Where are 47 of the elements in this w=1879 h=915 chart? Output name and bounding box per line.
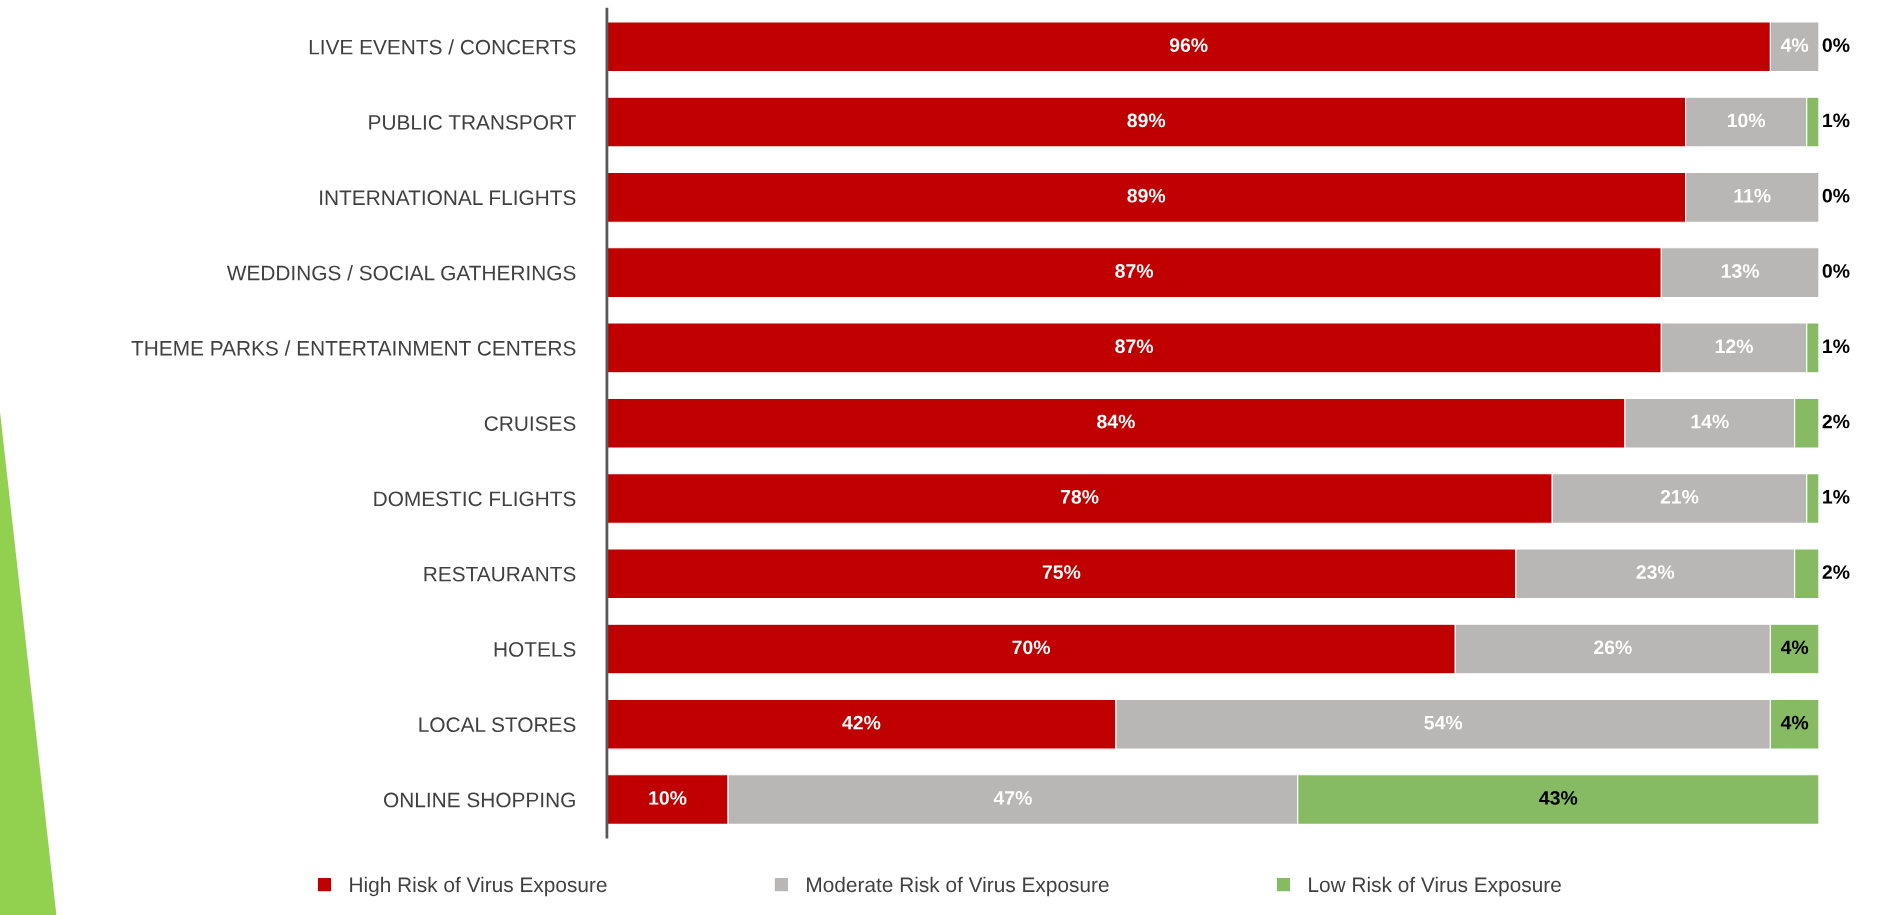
data-label: 4% <box>1780 38 1809 52</box>
y-tick-label: LIVE EVENTS / CONCERTS <box>309 39 576 55</box>
data-label: 26% <box>1594 640 1632 655</box>
data-label: 4% <box>1780 640 1809 655</box>
data-label: 1% <box>1823 339 1850 354</box>
data-label: 89% <box>1127 113 1166 128</box>
data-label: 1% <box>1823 489 1850 504</box>
data-label: 10% <box>649 791 687 805</box>
data-label: 84% <box>1097 414 1135 429</box>
y-tick-label: HOTELS <box>494 642 576 657</box>
data-label: 89% <box>1127 188 1166 203</box>
data-label: 11% <box>1734 188 1771 203</box>
y-tick-label: WEDDINGS / SOCIAL GATHERINGS <box>226 265 576 281</box>
y-tick-label: RESTAURANTS <box>424 566 576 582</box>
data-label: 21% <box>1660 489 1699 504</box>
y-tick-label: ONLINE SHOPPING <box>384 792 575 808</box>
data-label: 47% <box>993 791 1032 805</box>
data-label: 4% <box>1780 715 1809 730</box>
data-label: 2% <box>1822 565 1850 579</box>
data-label: 75% <box>1042 565 1081 579</box>
data-label: 0% <box>1822 188 1850 203</box>
y-tick-label: THEME PARKS / ENTERTAINMENT CENTERS <box>131 340 576 356</box>
data-label: 87% <box>1115 339 1154 354</box>
data-label: 87% <box>1115 264 1154 278</box>
legend-label: Low Risk of Virus Exposure <box>1309 876 1561 897</box>
data-label: 23% <box>1636 565 1675 579</box>
data-label: 0% <box>1822 264 1850 278</box>
legend-label: High Risk of Virus Exposure <box>350 876 607 897</box>
data-label: 14% <box>1691 414 1729 429</box>
data-label: 78% <box>1060 489 1099 504</box>
data-label: 12% <box>1715 339 1753 354</box>
data-label: 0% <box>1822 38 1850 53</box>
data-label: 2% <box>1822 414 1850 429</box>
y-tick-label: CRUISES <box>484 416 576 431</box>
data-label: 43% <box>1539 791 1578 805</box>
data-label: 1% <box>1823 113 1850 128</box>
legend-label: Moderate Risk of Virus Exposure <box>807 876 1109 897</box>
y-tick-label: LOCAL STORES <box>419 717 576 733</box>
y-tick-label: DOMESTIC FLIGHTS <box>374 491 576 507</box>
data-label: 54% <box>1424 715 1463 730</box>
data-label: 42% <box>842 715 881 730</box>
y-tick-label: INTERNATIONAL FLIGHTS <box>320 190 576 206</box>
data-label: 70% <box>1012 640 1051 655</box>
data-label: 13% <box>1721 264 1760 278</box>
y-tick-label: PUBLIC TRANSPORT <box>369 115 576 130</box>
data-label: 10% <box>1727 113 1766 128</box>
data-label: 96% <box>1169 38 1208 53</box>
